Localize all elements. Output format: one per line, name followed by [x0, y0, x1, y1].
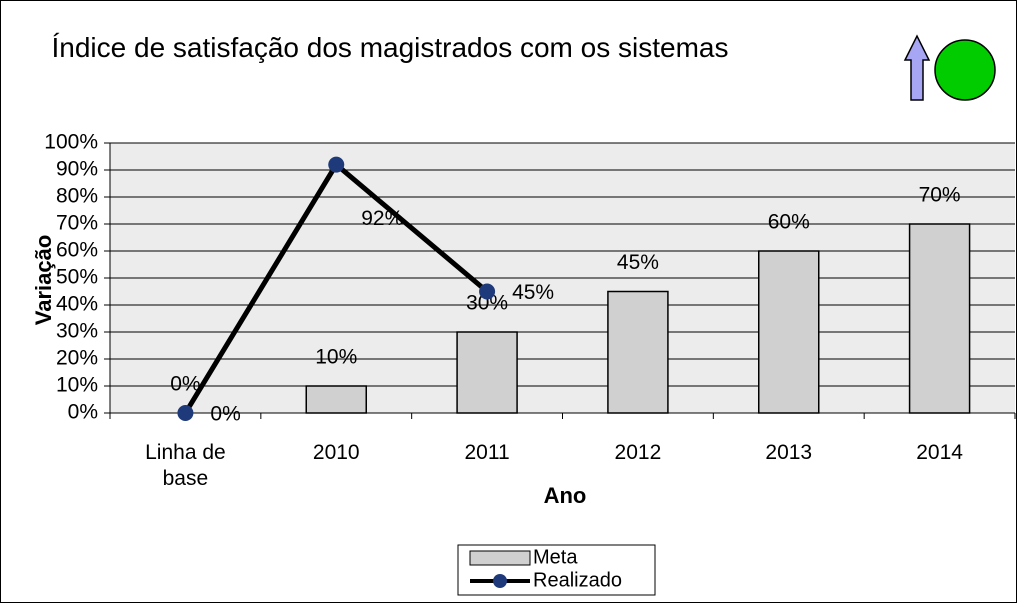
chart-title: Índice de satisfação dos magistrados com… [51, 32, 729, 63]
x-tick-label: 2012 [614, 441, 662, 464]
data-label: 70% [919, 184, 961, 207]
y-tick-label: 90% [56, 158, 98, 181]
arrow-icon [903, 34, 931, 101]
data-label: 10% [315, 346, 357, 369]
x-tick-label: 2011 [464, 441, 510, 464]
bar [908, 223, 971, 414]
x-tick-label: 2014 [916, 441, 963, 464]
data-label: 60% [768, 211, 810, 234]
status-circle [934, 39, 996, 101]
data-label: 92% [361, 207, 403, 230]
legend-marker [493, 574, 507, 588]
y-tick-label: 20% [56, 347, 98, 370]
marker [177, 405, 194, 421]
y-tick-label: 0% [68, 401, 98, 424]
data-label: 0% [170, 373, 200, 396]
bar [456, 331, 518, 414]
data-label: 45% [512, 281, 554, 304]
y-tick-label: 30% [56, 320, 98, 343]
marker [479, 283, 496, 300]
x-axis-label: Ano [544, 483, 587, 508]
bar [305, 385, 367, 414]
y-tick-label: 80% [56, 185, 98, 208]
x-tick-label: Linha de base [145, 441, 226, 490]
y-tick-label: 50% [56, 266, 98, 289]
legend-swatch [469, 550, 531, 566]
x-tick-label: 2010 [312, 441, 360, 464]
x-tick-label: 2013 [765, 441, 813, 464]
y-tick-label: 60% [56, 239, 98, 262]
data-label: 0% [210, 403, 240, 426]
legend-label: Meta [533, 546, 578, 568]
data-label: 45% [617, 251, 659, 274]
data-label: 30% [466, 292, 508, 315]
y-tick-label: 70% [56, 212, 98, 235]
bar [607, 290, 669, 414]
y-tick-label: 10% [56, 374, 98, 397]
y-tick-label: 100% [44, 131, 98, 154]
bar [758, 250, 820, 414]
legend-label: Realizado [533, 569, 622, 591]
y-axis-label: Variação [31, 235, 56, 326]
y-tick-label: 40% [56, 293, 98, 316]
marker [328, 156, 345, 173]
